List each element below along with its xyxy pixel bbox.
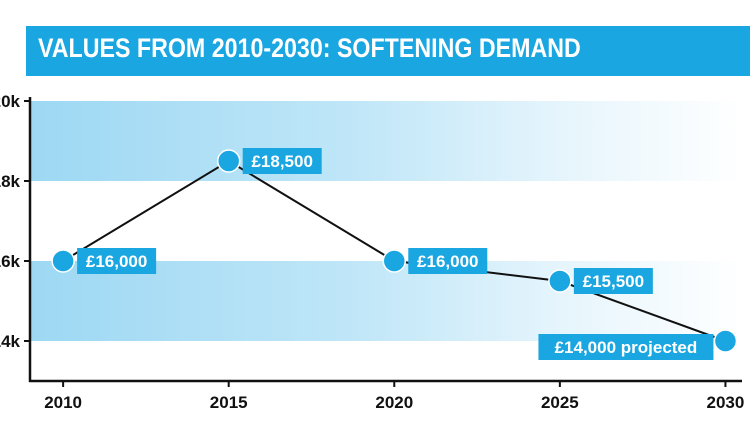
data-point xyxy=(51,249,75,273)
chart-series xyxy=(51,149,738,353)
chart-ticks: £14k £16k £18k £20k 2010 2015 2020 2025 2030 xyxy=(0,92,744,412)
x-tick-label: 2015 xyxy=(210,393,248,412)
data-label: £16,000 xyxy=(417,252,478,271)
y-tick-label: £20k xyxy=(0,92,21,111)
chart-axes xyxy=(28,97,742,383)
x-tick-label: 2020 xyxy=(375,393,413,412)
data-label: £16,000 xyxy=(86,252,147,271)
chart-title: VALUES FROM 2010-2030: SOFTENING DEMAND xyxy=(38,33,581,63)
data-label-box xyxy=(77,248,157,274)
data-point xyxy=(548,269,572,293)
data-label-box xyxy=(242,148,322,174)
x-tick-label: 2010 xyxy=(44,393,82,412)
data-point xyxy=(382,249,407,273)
data-label-box xyxy=(408,248,488,274)
x-tick-label: 2025 xyxy=(541,393,579,412)
y-tick-label: £14k xyxy=(0,332,21,351)
chart-data-labels: £16,000 £18,500 £16,000 £15,500 £14,000 proj… xyxy=(77,148,714,360)
data-label: £15,500 xyxy=(583,272,644,291)
data-label-box xyxy=(538,334,714,360)
data-label: £14,000 projected xyxy=(555,338,698,357)
data-label: £18,500 xyxy=(251,152,312,171)
title-bar: VALUES FROM 2010-2030: SOFTENING DEMAND xyxy=(26,26,750,76)
y-tick-label: £16k xyxy=(0,252,21,271)
data-point xyxy=(713,329,738,353)
x-tick-label: 2030 xyxy=(707,393,745,412)
data-point xyxy=(216,149,241,173)
data-label-box xyxy=(573,268,653,294)
y-band xyxy=(30,101,742,181)
y-tick-label: £18k xyxy=(0,172,21,191)
